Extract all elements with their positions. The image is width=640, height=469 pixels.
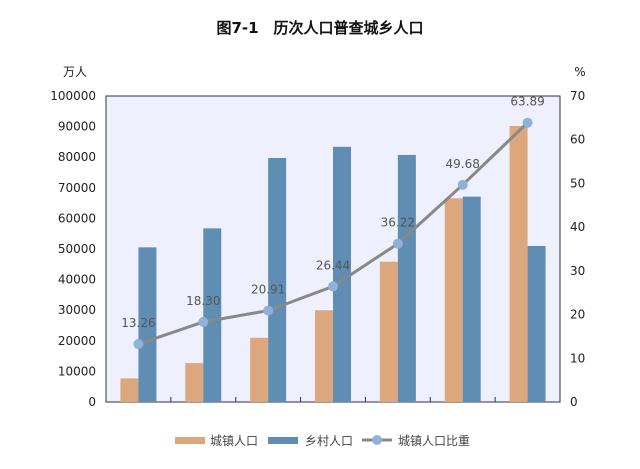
ratio-data-label: 36.22 — [381, 216, 415, 230]
left-tick-label: 80000 — [58, 150, 96, 164]
right-tick-label: 50 — [570, 176, 585, 190]
bar-urban — [509, 125, 528, 402]
legend-label-ratio: 城镇人口比重 — [398, 434, 470, 448]
right-axis-unit: % — [574, 65, 585, 79]
bar-urban — [379, 261, 398, 402]
right-tick-label: 60 — [570, 133, 585, 147]
bar-rural — [268, 158, 287, 402]
bar-rural — [397, 154, 416, 402]
right-tick-label: 70 — [570, 89, 585, 103]
ratio-data-label: 49.68 — [446, 157, 480, 171]
legend-marker-ratio — [372, 435, 382, 445]
left-tick-label: 20000 — [58, 334, 96, 348]
left-tick-label: 0 — [88, 395, 96, 409]
ratio-point — [328, 281, 338, 292]
ratio-data-label: 26.44 — [316, 258, 350, 272]
left-tick-label: 60000 — [58, 211, 96, 225]
ratio-data-label: 20.91 — [251, 283, 285, 297]
right-tick-label: 20 — [570, 308, 585, 322]
right-tick-label: 30 — [570, 264, 585, 278]
left-tick-label: 90000 — [58, 120, 96, 134]
legend-label-rural: 乡村人口 — [305, 434, 353, 448]
left-tick-label: 40000 — [58, 273, 96, 287]
right-tick-label: 10 — [570, 351, 585, 365]
bar-rural — [333, 146, 351, 402]
ratio-point — [522, 117, 533, 128]
ratio-data-label: 13.26 — [121, 316, 155, 330]
ratio-point — [263, 305, 274, 316]
bar-rural — [527, 246, 546, 402]
ratio-point — [198, 317, 209, 328]
ratio-point — [392, 238, 403, 249]
ratio-point — [457, 179, 468, 190]
bar-urban — [250, 337, 269, 402]
bar-urban — [120, 378, 139, 402]
chart-title: 图7-1 历次人口普查城乡人口 — [216, 19, 423, 37]
left-tick-label: 100000 — [50, 89, 96, 103]
left-tick-label: 30000 — [58, 303, 96, 317]
left-tick-label: 50000 — [58, 242, 96, 256]
legend-swatch-urban — [175, 437, 205, 444]
right-tick-label: 40 — [570, 220, 585, 234]
legend-label-urban: 城镇人口 — [210, 434, 258, 448]
legend: 城镇人口 乡村人口 城镇人口比重 — [175, 434, 470, 448]
ratio-data-label: 18.30 — [186, 294, 220, 308]
left-axis-unit: 万人 — [63, 65, 87, 79]
bar-urban — [444, 198, 463, 402]
left-tick-label: 10000 — [58, 364, 96, 378]
ratio-data-label: 63.89 — [510, 95, 544, 109]
bar-urban — [185, 363, 204, 402]
ratio-point — [133, 339, 144, 350]
bar-rural — [138, 247, 157, 402]
bar-rural — [203, 228, 222, 402]
left-tick-label: 70000 — [58, 181, 96, 195]
bar-rural — [462, 196, 481, 402]
bar-urban — [315, 310, 333, 402]
legend-swatch-rural — [268, 437, 298, 444]
right-tick-label: 0 — [570, 395, 578, 409]
